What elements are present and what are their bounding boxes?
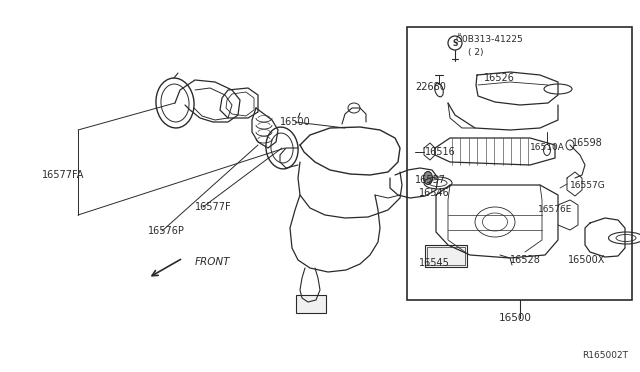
Bar <box>427 247 465 265</box>
Text: 16557: 16557 <box>415 175 446 185</box>
Text: 16577FA: 16577FA <box>42 170 84 180</box>
Text: 16526: 16526 <box>484 73 515 83</box>
Text: 16577F: 16577F <box>195 202 232 212</box>
Ellipse shape <box>424 171 433 185</box>
Text: S: S <box>452 38 458 48</box>
Text: 16557G: 16557G <box>570 180 605 189</box>
Text: 22680: 22680 <box>415 82 446 92</box>
Text: 16528: 16528 <box>510 255 541 265</box>
Text: 16500X: 16500X <box>568 255 605 265</box>
Text: R165002T: R165002T <box>582 350 628 359</box>
Text: 16510A: 16510A <box>530 144 565 153</box>
Bar <box>425 245 467 267</box>
Text: Õ0B313-41225: Õ0B313-41225 <box>456 35 524 45</box>
Text: ( 2): ( 2) <box>468 48 483 58</box>
Text: 16598: 16598 <box>572 138 603 148</box>
Text: 16576E: 16576E <box>538 205 572 215</box>
Text: 16500: 16500 <box>280 117 311 127</box>
Text: 16546: 16546 <box>419 188 450 198</box>
Text: 16500: 16500 <box>499 313 531 323</box>
Text: FRONT: FRONT <box>195 257 230 267</box>
Bar <box>407 27 632 300</box>
Text: 16545: 16545 <box>419 258 450 268</box>
Bar <box>296 295 326 313</box>
Text: 16516: 16516 <box>425 147 456 157</box>
Text: 16576P: 16576P <box>148 226 185 236</box>
